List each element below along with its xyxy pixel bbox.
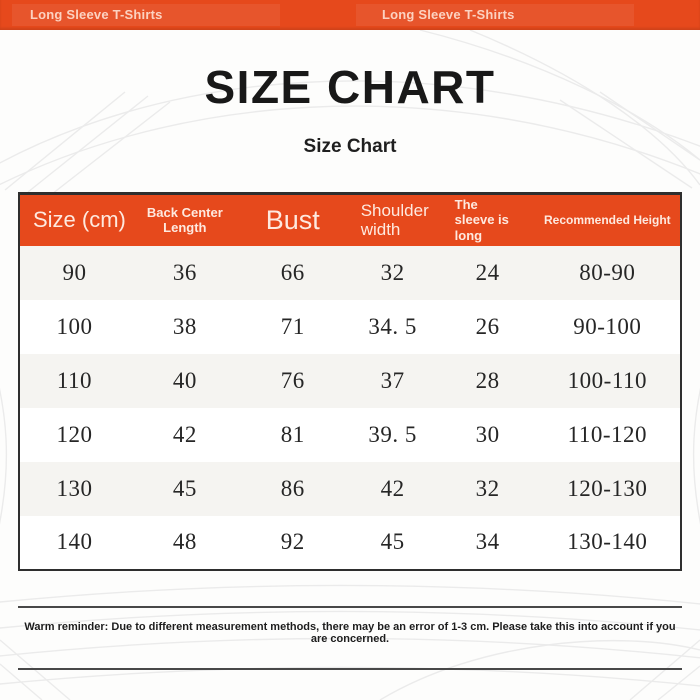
- table-cell: 24: [475, 259, 500, 285]
- table-cell: 71: [280, 313, 305, 339]
- table-cell: 45: [172, 475, 197, 501]
- col-header-back-center-length: Back Center Length: [146, 205, 223, 236]
- col-header-size: Size (cm): [33, 207, 126, 233]
- table-header-row: Size (cm) Back Center Length Bust Should…: [19, 193, 681, 246]
- page-subtitle: Size Chart: [303, 136, 397, 157]
- table-cell: 37: [380, 367, 405, 393]
- size-table: Size (cm) Back Center Length Bust Should…: [18, 192, 682, 571]
- col-header-sleeve-length: The sleeve is long: [454, 196, 509, 244]
- table-cell: 39. 5: [368, 421, 417, 447]
- table-cell: 100-110: [567, 367, 647, 393]
- table-cell: 40: [172, 367, 197, 393]
- banner-label-left: Long Sleeve T-Shirts: [30, 7, 163, 22]
- table-cell: 100: [56, 313, 93, 339]
- table-cell: 36: [172, 259, 197, 285]
- table-row: 110 40 76 37 28 100-110: [19, 353, 681, 408]
- table-cell: 120: [56, 421, 93, 447]
- footer-note: Warm reminder: Due to different measurem…: [18, 606, 682, 670]
- table-cell: 66: [280, 259, 305, 285]
- table-cell: 76: [280, 367, 305, 393]
- table-row: 130 45 86 42 32 120-130: [19, 461, 681, 516]
- table-cell: 34. 5: [368, 313, 417, 339]
- col-header-recommended-height: Recommended Height: [543, 213, 671, 228]
- table-cell: 90: [62, 259, 87, 285]
- table-cell: 32: [380, 259, 405, 285]
- table-cell: 32: [475, 475, 500, 501]
- table-cell: 130: [56, 475, 93, 501]
- banner-highlight-right: [356, 4, 634, 26]
- table-cell: 140: [56, 529, 93, 554]
- table-cell: 38: [172, 313, 197, 339]
- table-row: 100 38 71 34. 5 26 90-100: [19, 299, 681, 354]
- table-cell: 42: [172, 421, 197, 447]
- table-cell: 28: [475, 367, 500, 393]
- table-cell: 110: [56, 367, 93, 393]
- table-cell: 90-100: [573, 313, 642, 339]
- table-cell: 34: [475, 529, 500, 554]
- table-row: 90 36 66 32 24 80-90: [19, 245, 681, 300]
- banner-highlight-left: [12, 4, 280, 26]
- table-cell: 48: [172, 529, 197, 554]
- table-cell: 86: [280, 475, 305, 501]
- table-row: 140 48 92 45 34 130-140: [19, 515, 681, 570]
- table-cell: 110-120: [567, 421, 647, 447]
- banner-label-right: Long Sleeve T-Shirts: [382, 7, 515, 22]
- reminder-text: Warm reminder: Due to different measurem…: [24, 621, 676, 645]
- table-cell: 45: [380, 529, 405, 554]
- col-header-shoulder-width: Shoulder width: [360, 200, 429, 240]
- table-row: 120 42 81 39. 5 30 110-120: [19, 407, 681, 462]
- table-cell: 30: [475, 421, 500, 447]
- col-header-bust: Bust: [265, 204, 320, 235]
- table-cell: 26: [475, 313, 500, 339]
- table-cell: 120-130: [567, 475, 648, 501]
- divider-bottom: [18, 668, 682, 670]
- top-banner: Long Sleeve T-Shirts Long Sleeve T-Shirt…: [0, 0, 700, 30]
- table-cell: 80-90: [579, 259, 636, 285]
- table-cell: 81: [280, 421, 305, 447]
- table-cell: 92: [280, 529, 305, 554]
- divider-top: [18, 606, 682, 608]
- table-cell: 42: [380, 475, 405, 501]
- page-title: SIZE CHART: [204, 61, 496, 113]
- table-cell: 130-140: [567, 529, 648, 554]
